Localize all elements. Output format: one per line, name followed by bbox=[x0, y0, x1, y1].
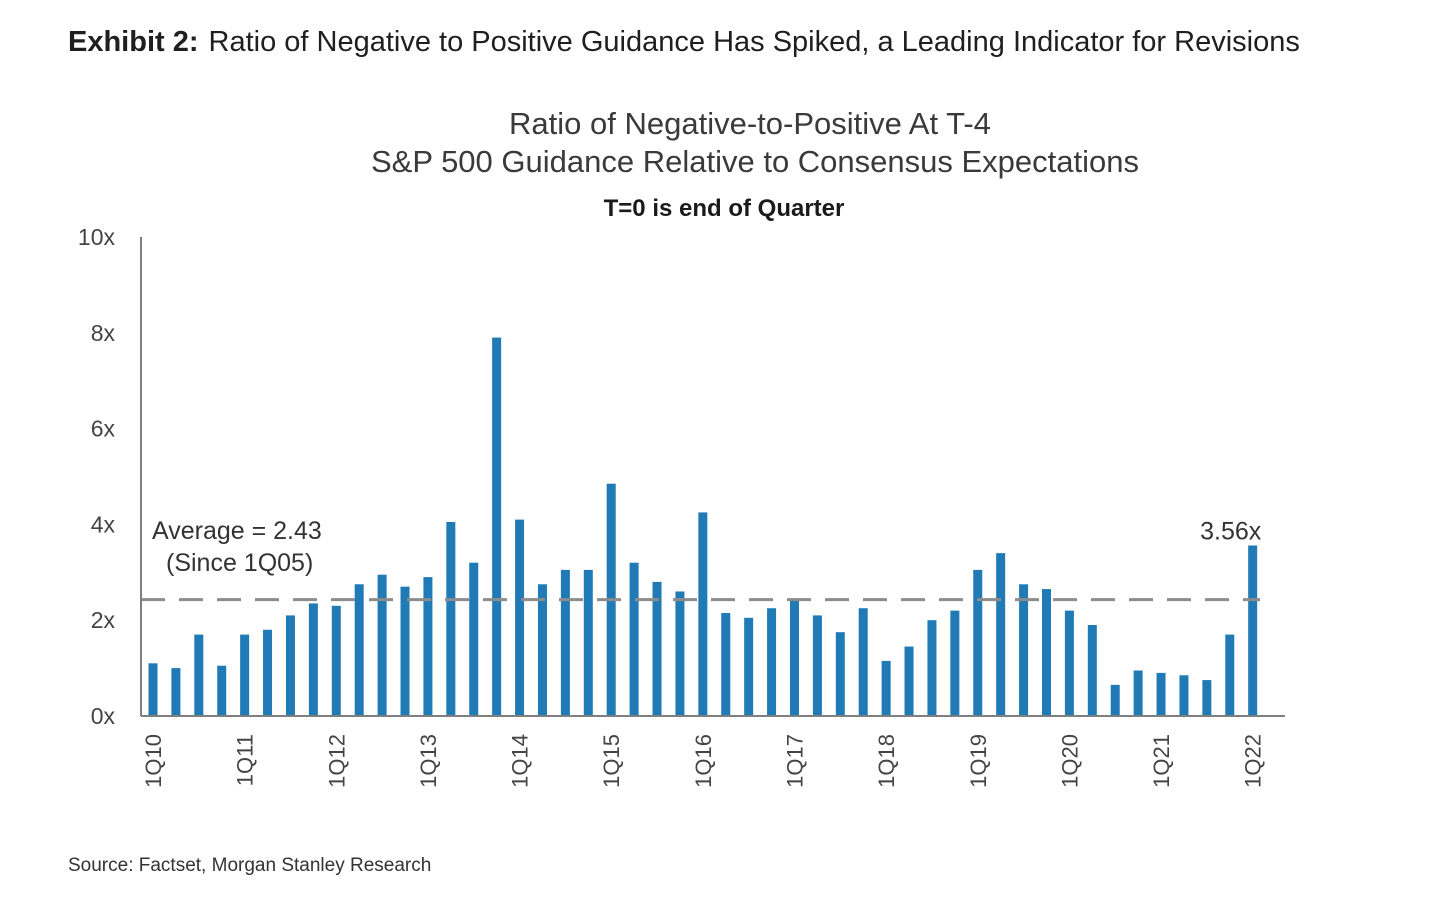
bar-3Q15 bbox=[652, 581, 662, 716]
bar-1Q14 bbox=[515, 519, 525, 716]
bar-1Q12 bbox=[331, 605, 341, 716]
x-tick-label: 1Q16 bbox=[691, 734, 716, 788]
y-tick-label: 6x bbox=[91, 416, 116, 442]
bar-3Q13 bbox=[469, 562, 479, 716]
bar-3Q10 bbox=[194, 634, 204, 716]
chart-title: Ratio of Negative-to-Positive At T-4 bbox=[509, 106, 991, 141]
x-tick-label: 1Q22 bbox=[1241, 734, 1266, 788]
bar-2Q17 bbox=[812, 615, 822, 716]
exhibit-label: Exhibit 2: bbox=[68, 26, 199, 58]
bar-4Q21 bbox=[1225, 634, 1235, 716]
bar-1Q19 bbox=[973, 569, 983, 716]
last-value-label: 3.56x bbox=[1200, 517, 1262, 545]
x-axis-ticks: 1Q10 1Q11 1Q12 1Q13 1Q14 1Q15 1Q16 1Q17 1Q18 1Q19… bbox=[141, 734, 1266, 788]
source-note: Source: Factset, Morgan Stanley Research bbox=[68, 855, 432, 876]
bar-1Q13 bbox=[423, 577, 433, 716]
x-tick-label: 1Q19 bbox=[966, 734, 991, 788]
x-tick-label: 1Q10 bbox=[141, 734, 166, 788]
bar-3Q16 bbox=[744, 617, 754, 716]
y-tick-label: 0x bbox=[91, 703, 116, 729]
bar-2Q10 bbox=[171, 668, 181, 716]
chart-note: T=0 is end of Quarter bbox=[604, 195, 845, 222]
average-label-since: (Since 1Q05) bbox=[166, 549, 313, 577]
x-tick-label: 1Q18 bbox=[874, 734, 899, 788]
bar-2Q15 bbox=[629, 562, 639, 716]
bar-2Q20 bbox=[1087, 624, 1097, 716]
bar-1Q20 bbox=[1064, 610, 1074, 716]
y-tick-label: 4x bbox=[91, 511, 116, 537]
bar-4Q19 bbox=[1041, 589, 1051, 716]
bar-1Q17 bbox=[789, 598, 799, 716]
x-tick-label: 1Q21 bbox=[1149, 734, 1174, 788]
exhibit-title: Ratio of Negative to Positive Guidance H… bbox=[208, 26, 1300, 58]
bar-2Q13 bbox=[446, 522, 456, 716]
bar-1Q18 bbox=[881, 660, 891, 716]
bar-1Q22 bbox=[1248, 545, 1258, 716]
bar-1Q11 bbox=[240, 634, 250, 716]
exhibit-heading: Exhibit 2: Ratio of Negative to Positive … bbox=[68, 26, 1300, 59]
bar-4Q15 bbox=[675, 591, 685, 716]
bar-3Q14 bbox=[560, 569, 570, 716]
bar-3Q19 bbox=[1019, 584, 1029, 716]
bar-2Q14 bbox=[537, 584, 547, 716]
bar-3Q12 bbox=[377, 574, 387, 716]
x-tick-label: 1Q20 bbox=[1057, 734, 1082, 788]
bar-2Q11 bbox=[263, 629, 273, 716]
x-tick-label: 1Q15 bbox=[599, 734, 624, 788]
x-tick-label: 1Q17 bbox=[782, 734, 807, 788]
bar-4Q18 bbox=[950, 610, 960, 716]
bar-1Q21 bbox=[1156, 672, 1166, 716]
bar-4Q20 bbox=[1133, 670, 1143, 716]
bar-2Q19 bbox=[996, 553, 1006, 716]
bar-4Q10 bbox=[217, 665, 227, 716]
x-tick-label: 1Q11 bbox=[233, 734, 258, 786]
bar-3Q21 bbox=[1202, 680, 1212, 716]
bar-2Q18 bbox=[904, 646, 914, 716]
bar-4Q17 bbox=[858, 608, 868, 716]
y-axis-ticks: 0x 2x 4x 6x 8x 10x bbox=[78, 224, 116, 729]
bar-3Q11 bbox=[285, 615, 295, 716]
x-tick-label: 1Q13 bbox=[416, 734, 441, 788]
chart-subtitle: S&P 500 Guidance Relative to Consensus E… bbox=[371, 144, 1139, 179]
bar-4Q14 bbox=[583, 569, 593, 716]
bar-4Q11 bbox=[308, 603, 318, 716]
y-tick-label: 2x bbox=[91, 607, 116, 633]
bar-4Q13 bbox=[492, 337, 502, 716]
bar-3Q17 bbox=[835, 632, 845, 716]
bar-1Q10 bbox=[148, 663, 158, 716]
bar-3Q20 bbox=[1110, 684, 1120, 716]
y-tick-label: 10x bbox=[78, 224, 116, 250]
bar-4Q16 bbox=[767, 608, 777, 716]
bar-2Q12 bbox=[354, 584, 364, 716]
bar-3Q18 bbox=[927, 620, 937, 716]
bar-1Q16 bbox=[698, 512, 708, 716]
average-label: Average = 2.43 bbox=[152, 517, 322, 545]
bar-4Q12 bbox=[400, 586, 410, 716]
x-tick-label: 1Q12 bbox=[324, 734, 349, 788]
y-tick-label: 8x bbox=[91, 320, 116, 346]
bar-2Q21 bbox=[1179, 675, 1189, 716]
x-tick-label: 1Q14 bbox=[508, 734, 533, 788]
bar-2Q16 bbox=[721, 613, 731, 716]
